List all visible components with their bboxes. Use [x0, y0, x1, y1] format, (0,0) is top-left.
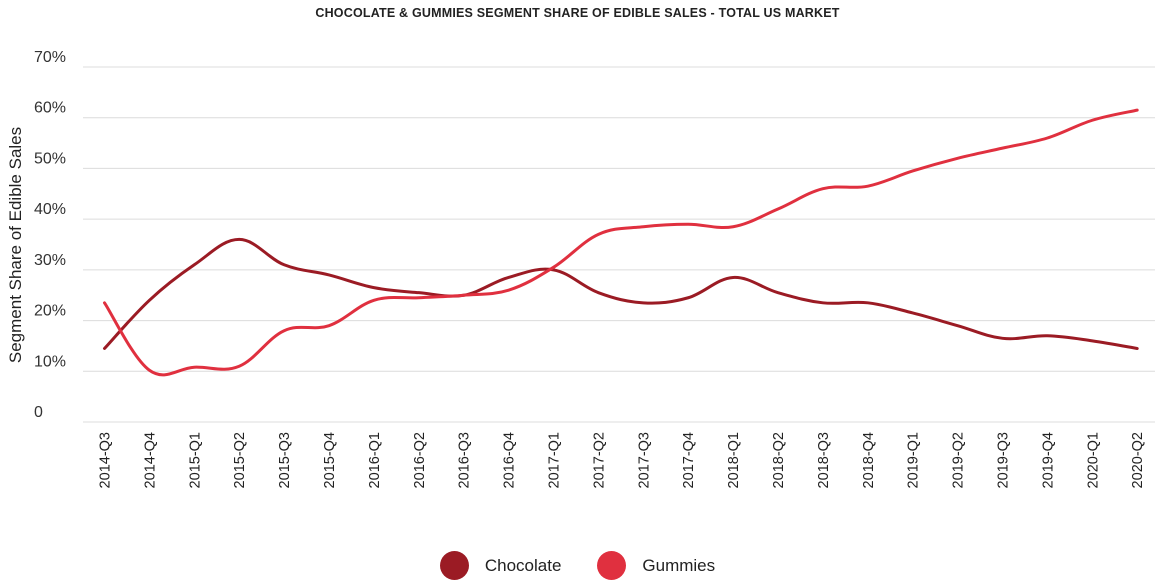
- series-line-gummies: [103, 108, 1139, 377]
- x-tick-label: 2017-Q2: [591, 432, 607, 488]
- x-tick-label: 2015-Q3: [277, 432, 293, 488]
- x-tick-label: 2015-Q1: [187, 432, 203, 488]
- x-tick-label: 2014-Q3: [98, 432, 114, 488]
- x-tick-label: 2019-Q1: [906, 432, 922, 488]
- series-line-chocolate: [103, 237, 1139, 350]
- gridlines: [83, 66, 1155, 423]
- legend-label-chocolate: Chocolate: [484, 555, 562, 575]
- x-tick-label: 2019-Q2: [951, 432, 967, 488]
- y-tick-label: 40%: [34, 201, 66, 218]
- legend-item-gummies[interactable]: Gummies: [597, 551, 715, 580]
- x-tick-label: 2016-Q2: [412, 432, 428, 488]
- x-tick-label: 2016-Q4: [502, 432, 518, 488]
- y-tick-label: 30%: [34, 252, 66, 269]
- legend-item-chocolate[interactable]: Chocolate: [439, 551, 562, 580]
- series-lines: [103, 108, 1139, 377]
- x-tick-label: 2017-Q4: [681, 432, 697, 488]
- y-tick-label: 50%: [34, 150, 66, 167]
- legend: Chocolate Gummies: [0, 551, 1155, 580]
- x-tick-label: 2017-Q3: [636, 432, 652, 488]
- legend-swatch-gummies: [597, 551, 627, 580]
- y-tick-label: 10%: [34, 353, 66, 370]
- legend-label-gummies: Gummies: [642, 555, 716, 575]
- x-tick-label: 2018-Q4: [861, 432, 877, 488]
- x-tick-label: 2018-Q3: [816, 432, 832, 488]
- y-tick-label: 60%: [34, 100, 66, 117]
- x-tick-label: 2019-Q3: [996, 432, 1012, 488]
- x-tick-label: 2020-Q1: [1085, 432, 1101, 488]
- legend-swatch-chocolate: [439, 551, 469, 580]
- x-tick-label: 2017-Q1: [547, 432, 563, 488]
- x-tick-label: 2015-Q2: [232, 432, 248, 488]
- x-tick-label: 2015-Q4: [322, 432, 338, 488]
- y-axis-label: Segment Share of Edible Sales: [6, 127, 25, 363]
- x-axis-ticks: 2014-Q3 2014-Q4 2015-Q1 2015-Q2 2015-Q3 2015-…: [98, 432, 1147, 488]
- x-tick-label: 2018-Q2: [771, 432, 787, 488]
- y-axis-ticks: 0 10% 20% 30% 40% 50% 60% 70%: [34, 49, 66, 421]
- x-tick-label: 2019-Q4: [1040, 432, 1056, 488]
- x-tick-label: 2016-Q3: [457, 432, 473, 488]
- y-tick-label: 70%: [34, 49, 66, 66]
- x-tick-label: 2016-Q1: [367, 432, 383, 488]
- chart-title: CHOCOLATE & GUMMIES SEGMENT SHARE OF EDI…: [315, 6, 840, 20]
- y-tick-label: 0: [34, 404, 43, 421]
- x-tick-label: 2014-Q4: [142, 432, 158, 488]
- x-tick-label: 2018-Q1: [726, 432, 742, 488]
- x-tick-label: 2020-Q2: [1130, 432, 1146, 488]
- y-tick-label: 20%: [34, 303, 66, 320]
